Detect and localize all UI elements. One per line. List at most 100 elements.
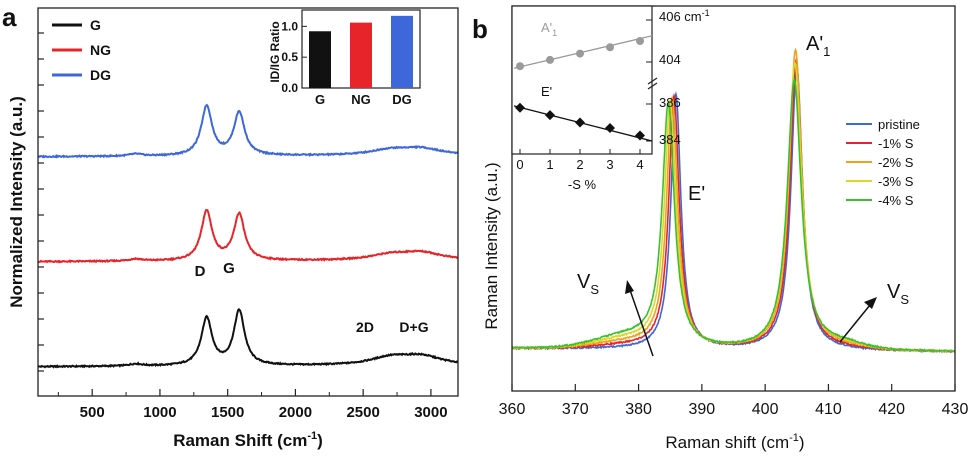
inset-point-e-prime xyxy=(545,110,555,121)
shift-arrow-left-head xyxy=(625,280,634,294)
x-tick-label: 2500 xyxy=(346,404,379,421)
panel-a-inset-bar-chart: 0.0 0.5 1.0 ID/IG Ratio G NG DG xyxy=(268,9,421,107)
annotation-vs-left: VS xyxy=(577,271,599,297)
legend-label: -1% S xyxy=(878,136,914,151)
inset-point-a1 xyxy=(606,43,614,52)
inset-x-tick-label: 2 xyxy=(576,157,583,172)
series-line-ng xyxy=(37,208,459,264)
inset-tick-406-main: 406 cm xyxy=(659,9,702,24)
panel-a-x-label-sup: -1 xyxy=(307,430,317,442)
panel-a-legend: G NG DG xyxy=(52,17,111,83)
inset-x-tick-label: 4 xyxy=(636,157,643,172)
x-tick-label: 390 xyxy=(689,401,716,418)
series-line-g xyxy=(37,308,459,369)
x-tick-label: 1000 xyxy=(143,404,176,421)
inset-y-tick-label: 0.5 xyxy=(281,50,298,64)
x-tick-label: 500 xyxy=(80,404,105,421)
series-line-4-s xyxy=(511,77,956,353)
x-tick-label: 360 xyxy=(499,401,526,418)
inset-bar-dg xyxy=(391,15,413,89)
inset-bar-y-ticks: 0.0 0.5 1.0 xyxy=(281,19,307,95)
inset-point-a1 xyxy=(636,37,644,45)
legend-label: -2% S xyxy=(878,155,914,170)
inset-x-tick-label: 0 xyxy=(516,157,523,172)
inset-scatter-tick-384: 384 xyxy=(659,132,681,147)
inset-series-label-a1: A'1 xyxy=(541,20,557,38)
legend-label-g: G xyxy=(90,17,101,33)
inset-point-e-prime xyxy=(515,102,525,113)
x-tick-label: 2000 xyxy=(279,404,312,421)
x-tick-label: 380 xyxy=(625,401,652,418)
inset-point-e-prime xyxy=(575,117,585,128)
panel-b-y-label: Raman Intensity (a.u.) xyxy=(482,162,501,329)
annotation-d-peak: D xyxy=(195,263,206,280)
annotation-a1-sub: 1 xyxy=(823,44,830,59)
inset-bar-category-g: G xyxy=(315,92,325,107)
panel-b-x-label-main: Raman shift (cm xyxy=(665,433,789,452)
inset-bar-g xyxy=(309,31,331,88)
panel-label-a: a xyxy=(2,2,17,32)
inset-scatter-tick-404: 404 xyxy=(659,52,681,67)
inset-bar-ng xyxy=(350,22,372,89)
x-tick-label: 410 xyxy=(815,401,842,418)
panel-b-plot-frame xyxy=(511,5,956,392)
x-tick-label: 430 xyxy=(942,401,969,418)
annotation-a1-main: A' xyxy=(806,33,823,55)
panel-a-plot-frame xyxy=(37,7,459,397)
annotation-e-prime-peak: E' xyxy=(688,183,705,205)
panel-b-x-label: Raman shift (cm-1) xyxy=(665,432,804,452)
panel-b-legend: pristine -1% S -2% S -3% S -4% S xyxy=(846,117,920,208)
x-tick-label: 3000 xyxy=(414,404,447,421)
panel-a-x-label: Raman Shift (cm-1) xyxy=(173,430,323,450)
inset-bar-category-dg: DG xyxy=(392,92,412,107)
legend-label: -4% S xyxy=(878,193,914,208)
shift-arrow-left xyxy=(629,289,654,357)
annotation-2d-peak: 2D xyxy=(356,319,374,335)
legend-label: pristine xyxy=(878,117,920,132)
inset-y-tick-label: 0.0 xyxy=(281,81,298,95)
inset-bar-y-label: ID/IG Ratio xyxy=(268,21,282,82)
shift-arrow-right-head xyxy=(864,297,877,309)
inset-scatter-x-label: -S % xyxy=(568,177,597,192)
inset-bar-category-ng: NG xyxy=(351,92,371,107)
inset-series-a1-main: A' xyxy=(541,20,552,35)
panel-a-x-ticks: 500 1000 1500 2000 2500 3000 xyxy=(57,389,448,421)
panel-a-x-label-close: ) xyxy=(317,431,323,450)
shift-arrows xyxy=(625,280,877,357)
inset-scatter-content: 0 1 2 3 4 xyxy=(513,19,658,172)
panel-b-x-label-sup: -1 xyxy=(789,432,799,444)
panel-b-x-label-close: ) xyxy=(799,433,805,452)
legend-label: -3% S xyxy=(878,174,914,189)
panel-b-curves xyxy=(511,47,956,354)
panel-b-x-ticks: 360 370 380 390 400 410 420 430 xyxy=(499,384,969,418)
inset-scatter-frame xyxy=(511,5,653,155)
inset-series-a1-sub: 1 xyxy=(552,28,557,38)
x-tick-label: 370 xyxy=(562,401,589,418)
series-line-dg xyxy=(37,103,459,159)
inset-y-tick-label: 1.0 xyxy=(281,19,298,33)
inset-point-a1 xyxy=(576,49,584,58)
annotation-d-plus-g-peak: D+G xyxy=(399,319,428,335)
panel-label-b: b xyxy=(472,14,488,44)
annotation-a1-peak: A'1 xyxy=(806,33,830,59)
panel-a-x-label-main: Raman Shift (cm xyxy=(173,431,307,450)
inset-x-tick-label: 3 xyxy=(606,157,613,172)
x-tick-label: 400 xyxy=(752,401,779,418)
inset-bars xyxy=(309,15,413,89)
panel-a-curves xyxy=(37,103,459,369)
axis-break-mark xyxy=(647,77,658,85)
inset-series-label-e-prime: E' xyxy=(541,84,552,99)
annotation-vs-left-main: V xyxy=(577,271,591,293)
annotation-vs-left-sub: S xyxy=(590,282,599,297)
legend-label-dg: DG xyxy=(90,67,111,83)
panel-a-y-ticks xyxy=(38,32,44,372)
x-tick-label: 1500 xyxy=(211,404,244,421)
annotation-g-peak: G xyxy=(223,260,235,277)
inset-point-a1 xyxy=(546,55,554,64)
inset-tick-406-sup: -1 xyxy=(702,8,710,18)
panel-b: b 360 370 380 390 400 410 4 2 0 430 Raman shift (… xyxy=(472,5,969,452)
legend-label-ng: NG xyxy=(90,42,111,58)
inset-scatter-tick-386: 386 xyxy=(659,95,681,110)
panel-a-y-label: Normalized Intensity (a.u.) xyxy=(7,96,26,308)
